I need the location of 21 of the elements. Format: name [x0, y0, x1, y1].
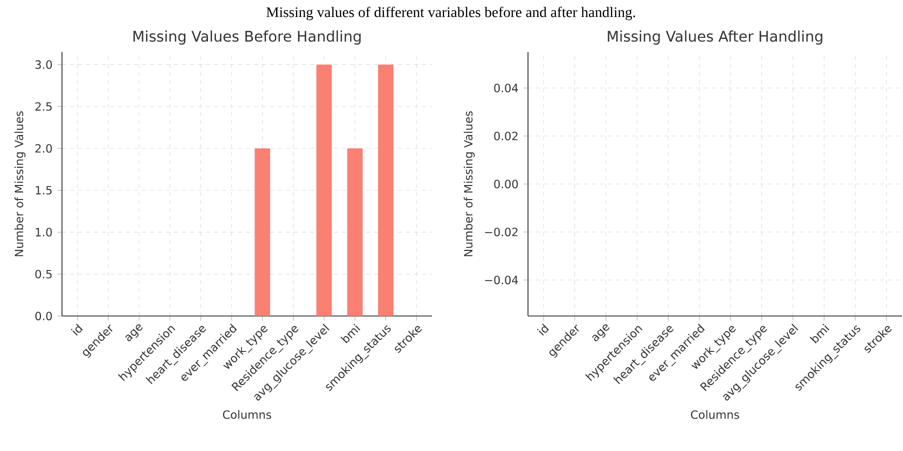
y-tick-label: 0.00 [494, 180, 518, 188]
y-tick-label: 0.04 [494, 84, 518, 92]
chart-title: Missing Values Before Handling [133, 30, 361, 45]
y-axis-title: Number of Missing Values [464, 111, 475, 256]
y-tick-label: 2.5 [35, 102, 52, 111]
y-tick-label: 2.0 [35, 144, 52, 153]
text: Missing values of different variables before and after handling. [266, 6, 636, 20]
y-tick-label: 0.0 [35, 312, 52, 320]
x-axis-title: Columns [222, 410, 272, 419]
y-tick-label: −0.04 [485, 276, 518, 284]
chart-title: Missing Values After Handling [608, 30, 822, 45]
y-tick-label: 0.02 [494, 132, 518, 140]
y-tick-label: −0.02 [485, 228, 518, 236]
y-tick-label: 1.5 [36, 186, 52, 195]
x-tick-label: id [537, 324, 549, 336]
y-tick-label: 1.0 [36, 228, 52, 236]
y-tick-label: 0.5 [35, 270, 52, 278]
y-tick-label: 3.0 [35, 60, 52, 69]
x-axis-title: Columns [690, 410, 740, 419]
x-tick-label: id [70, 324, 83, 336]
y-axis-title: Number of Missing Values [14, 111, 26, 256]
